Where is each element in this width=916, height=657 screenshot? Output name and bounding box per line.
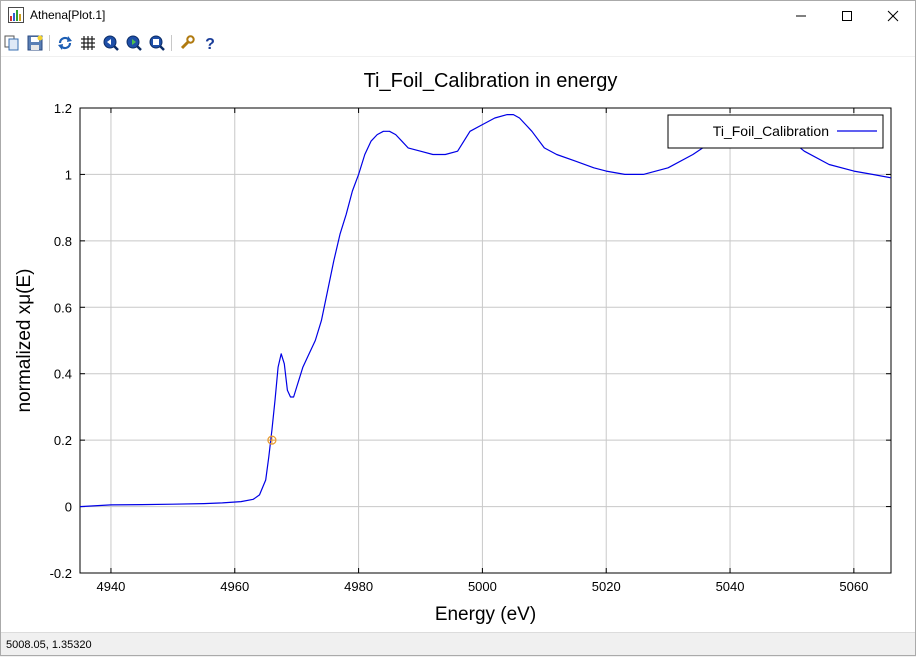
y-tick-label: 0.6 xyxy=(54,300,72,315)
legend-label: Ti_Foil_Calibration xyxy=(713,123,829,139)
refresh-icon xyxy=(58,36,72,50)
x-tick-label: 4960 xyxy=(220,579,249,594)
zoom-out-button[interactable] xyxy=(125,34,143,52)
settings-button[interactable] xyxy=(178,34,196,52)
toolbar: ? xyxy=(0,31,916,57)
cursor-readout: 5008.05, 1.35320 xyxy=(6,639,92,651)
refresh-button[interactable] xyxy=(56,34,74,52)
zoom-reset-button[interactable] xyxy=(148,34,166,52)
chart-title: Ti_Foil_Calibration in energy xyxy=(364,70,618,92)
y-axis-label: normalized xμ(E) xyxy=(14,269,35,413)
x-tick-label: 5020 xyxy=(592,579,621,594)
zoom-reset-icon xyxy=(149,35,165,51)
minimize-icon xyxy=(796,15,806,17)
status-bar: 5008.05, 1.35320 xyxy=(0,632,916,657)
y-tick-label: 0.2 xyxy=(54,433,72,448)
y-tick-label: 1 xyxy=(65,167,72,182)
save-button[interactable] xyxy=(26,34,44,52)
copy-button[interactable] xyxy=(3,34,21,52)
series-line-ti-foil xyxy=(79,114,892,508)
help-icon: ? xyxy=(205,36,215,53)
app-icon xyxy=(8,7,24,23)
save-icon xyxy=(27,35,43,51)
y-tick-label: 0.8 xyxy=(54,234,72,249)
title-bar: Athena[Plot.1] xyxy=(0,0,916,31)
close-button[interactable] xyxy=(870,0,916,31)
grid-button[interactable] xyxy=(79,34,97,52)
zoom-out-icon xyxy=(126,35,142,51)
toolbar-separator xyxy=(49,35,50,51)
plot-frame xyxy=(79,107,892,574)
copy-icon xyxy=(4,35,19,51)
minimize-button[interactable] xyxy=(778,0,824,31)
x-axis-label: Energy (eV) xyxy=(435,604,536,625)
y-tick-label: 0 xyxy=(65,500,72,515)
maximize-button[interactable] xyxy=(824,0,870,31)
toolbar-separator xyxy=(171,35,172,51)
help-button[interactable]: ? xyxy=(201,34,219,53)
x-tick-label: 4980 xyxy=(344,579,373,594)
zoom-in-button[interactable] xyxy=(102,34,120,52)
x-tick-label: 4940 xyxy=(96,579,125,594)
wrench-icon xyxy=(180,35,195,50)
grid-icon xyxy=(81,36,95,50)
plot-area[interactable]: 4940 4960 4980 5000 5020 5040 5060 -0.2 0 0.2 0.4 0… xyxy=(0,56,916,632)
svg-text:?: ? xyxy=(205,36,215,52)
x-tick-label: 5040 xyxy=(716,579,745,594)
y-tick-label: 1.2 xyxy=(54,101,72,116)
close-icon xyxy=(887,10,899,22)
window-title: Athena[Plot.1] xyxy=(30,8,106,22)
y-tick-label: 0.4 xyxy=(54,367,72,382)
zoom-in-icon xyxy=(103,35,119,51)
x-tick-label: 5000 xyxy=(468,579,497,594)
y-tick-label: -0.2 xyxy=(50,566,72,581)
x-tick-label: 5060 xyxy=(839,579,868,594)
maximize-icon xyxy=(842,11,852,21)
